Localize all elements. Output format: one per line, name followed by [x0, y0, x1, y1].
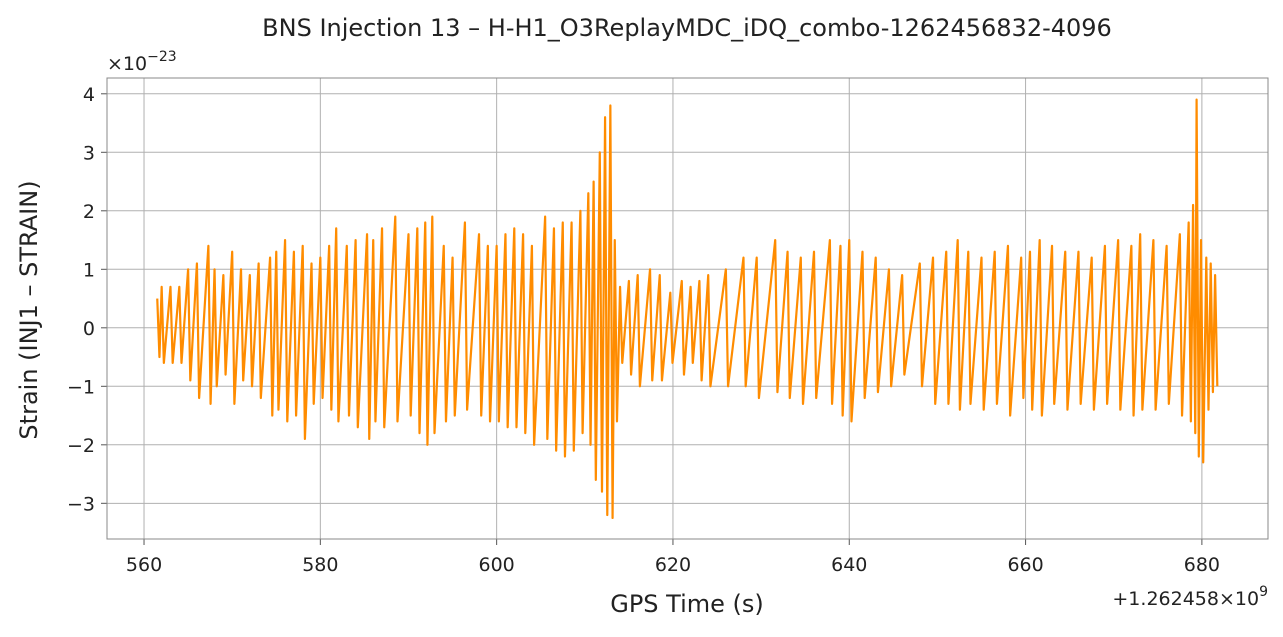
- y-tick-label: 4: [83, 84, 95, 106]
- y-tick-label: −1: [67, 376, 95, 398]
- x-tick-label: 560: [126, 554, 162, 576]
- y-tick-label: −3: [67, 493, 95, 515]
- y-tick-label: −2: [67, 435, 95, 457]
- x-offset-base: +1.262458×10: [1112, 588, 1259, 610]
- y-tick-label: 0: [83, 318, 95, 340]
- y-tick-label: 1: [83, 259, 95, 281]
- plot-frame: [106, 77, 1269, 540]
- x-tick-label: 580: [302, 554, 338, 576]
- y-offset-base: ×10: [107, 53, 147, 75]
- x-offset-label: +1.262458×109: [1112, 584, 1268, 610]
- x-tick-label: 680: [1184, 554, 1220, 576]
- y-axis-label: Strain (INJ1 – STRAIN): [15, 180, 43, 439]
- y-offset-exponent: −23: [147, 49, 177, 65]
- chart-title: BNS Injection 13 – H-H1_O3ReplayMDC_iDQ_…: [262, 14, 1112, 42]
- y-tick-label: 2: [83, 201, 95, 223]
- x-tick-label: 600: [479, 554, 515, 576]
- x-tick-label: 660: [1007, 554, 1043, 576]
- y-tick-label: 3: [83, 142, 95, 164]
- x-offset-exponent: 9: [1259, 584, 1268, 600]
- y-offset-label: ×10−23: [107, 49, 177, 75]
- x-tick-label: 640: [831, 554, 867, 576]
- strain-line: [156, 98, 1219, 520]
- x-axis-label: GPS Time (s): [610, 590, 764, 618]
- x-tick-label: 620: [655, 554, 691, 576]
